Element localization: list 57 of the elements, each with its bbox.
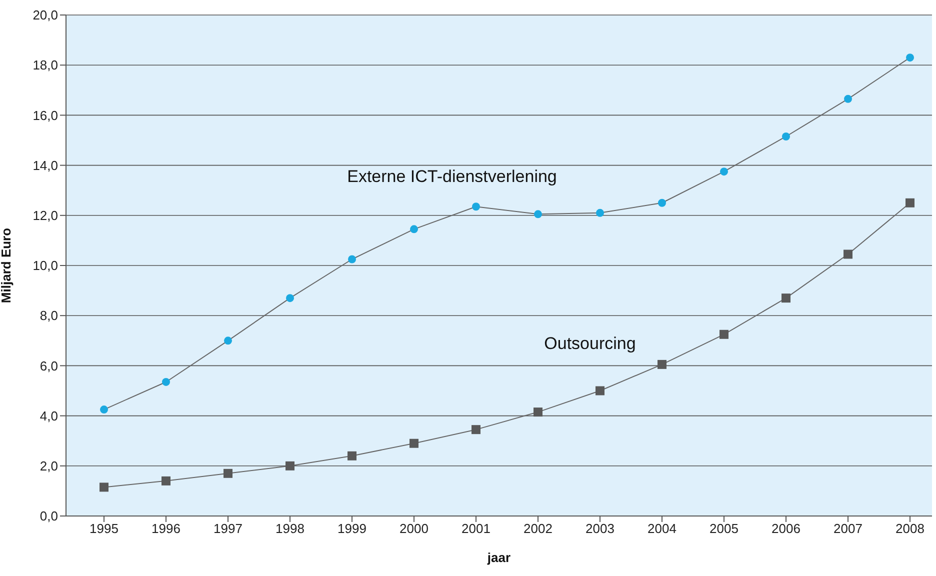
point [844,94,852,103]
y-tick-label: 12,0 [32,208,58,224]
x-axis-title: jaar [486,550,511,565]
point [348,255,356,264]
point [100,406,108,414]
point [162,476,170,486]
point [844,250,852,259]
point [224,468,232,478]
y-tick-label: 18,0 [32,58,58,73]
series-label: Outsourcing [544,334,636,354]
y-tick-label: 6,0 [40,358,58,374]
point [410,438,418,448]
point [596,386,604,396]
point [596,208,604,217]
point [720,168,728,176]
x-tick-label: 2002 [524,521,552,536]
point [534,408,542,417]
point [286,461,294,470]
series-label: Externe ICT-dienstverlening [347,167,557,186]
point [782,294,790,303]
x-tick-label: 1996 [152,521,180,536]
y-tick-label: 4,0 [40,408,58,424]
point [100,482,108,492]
y-tick-label: 0,0 [40,508,58,524]
x-tick-label: 1999 [338,521,366,536]
point [162,378,170,386]
x-tick-label: 1998 [276,521,304,536]
x-tick-label: 2005 [710,521,738,536]
point [720,330,728,339]
point [410,225,418,234]
point [906,198,914,208]
point [472,425,480,434]
y-tick-label: 10,0 [32,258,58,274]
y-tick-label: 16,0 [32,108,58,123]
point [658,360,666,369]
point [472,202,480,211]
x-tick-label: 1995 [90,521,118,536]
x-tick-label: 2001 [462,521,490,536]
point [534,210,542,218]
x-tick-label: 2004 [648,521,676,536]
point [658,198,666,207]
y-tick-label: 8,0 [40,308,58,324]
x-tick-label: 1997 [214,521,242,536]
x-tick-label: 2003 [586,521,614,536]
point [286,294,294,302]
y-tick-label: 20,0 [32,8,58,23]
x-tick-label: 2007 [834,521,862,536]
x-tick-label: 2008 [896,521,924,536]
x-tick-label: 2000 [400,521,428,536]
y-axis-title: Miljard Euro [0,228,14,304]
y-tick-label: 2,0 [40,458,58,474]
point [348,451,356,460]
point [224,336,232,345]
point [782,132,790,140]
y-tick-label: 14,0 [32,158,58,173]
x-tick-label: 2006 [772,521,800,536]
point [906,54,914,62]
